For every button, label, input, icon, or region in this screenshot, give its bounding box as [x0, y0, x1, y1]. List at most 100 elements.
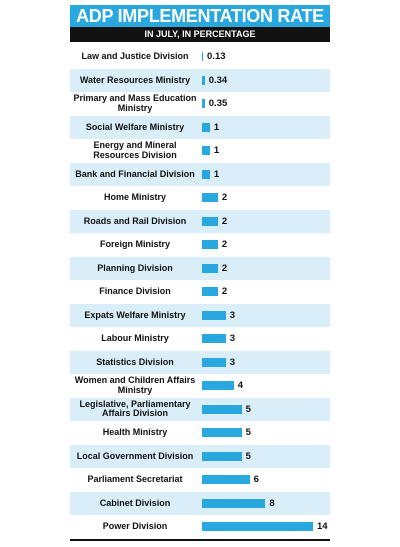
bar [202, 52, 204, 62]
value-label: 3 [229, 356, 236, 368]
bar-cell: 2 [200, 216, 330, 227]
bar-cell: 3 [200, 310, 330, 321]
value-label: 3 [229, 333, 236, 345]
bar-cell: 2 [200, 239, 330, 250]
value-label: 14 [317, 521, 328, 533]
bar [202, 169, 210, 179]
value-label: 5 [245, 403, 251, 415]
bar [202, 404, 242, 414]
bar [202, 334, 226, 344]
bar-cell: 2 [200, 286, 330, 297]
category-label: Primary and Mass Education Ministry [73, 93, 197, 113]
chart-subtitle: IN JULY, IN PERCENTAGE [70, 27, 330, 42]
row: Local Government Division 5 [70, 444, 330, 468]
row: Finance Division 2 [70, 280, 330, 304]
row: Expats Welfare Ministry 3 [70, 303, 330, 327]
category-label: Foreign Ministry [99, 239, 170, 249]
row: Legislative, Parliamentary Affairs Divis… [70, 397, 330, 421]
row: Cabinet Division 8 [70, 491, 330, 515]
value-label: 8 [269, 497, 275, 509]
bar-cell: 8 [200, 498, 330, 509]
bar-cell: 2 [200, 263, 330, 274]
row: Law and Justice Division 0.13 [70, 45, 330, 69]
bar [202, 451, 242, 461]
bar-cell: 0.13 [200, 51, 330, 62]
row: Energy and Mineral Resources Division 1 [70, 139, 330, 163]
category-label: Roads and Rail Division [83, 215, 187, 226]
bar [202, 287, 218, 297]
bar-cell: 0.35 [200, 98, 330, 109]
category-label: Women and Children Affairs Ministry [74, 375, 196, 395]
bar-cell: 5 [200, 404, 330, 415]
category-label: Bank and Financial Division [75, 168, 195, 179]
category-label: Social Welfare Ministry [85, 121, 185, 132]
bar [202, 240, 218, 250]
bar [202, 146, 210, 156]
value-label: 4 [237, 380, 243, 392]
category-label: Local Government Division [76, 450, 194, 461]
row: Primary and Mass Education Ministry 0.35 [70, 92, 330, 116]
bar [202, 428, 242, 438]
category-label: Power Division [102, 521, 168, 531]
row: Health Ministry 5 [70, 421, 330, 445]
category-label: Statistics Division [96, 356, 174, 367]
value-label: 2 [221, 262, 228, 274]
row: Foreign Ministry 2 [70, 233, 330, 257]
category-label: Parliament Secretariat [87, 474, 183, 484]
bar [202, 475, 250, 485]
value-label: 0.34 [208, 74, 228, 86]
row: Labour Ministry 3 [70, 327, 330, 351]
row: Home Ministry 2 [70, 186, 330, 210]
chart: ADP IMPLEMENTATION RATE IN JULY, IN PERC… [70, 5, 330, 541]
bar-cell: 3 [200, 357, 330, 368]
bar [202, 193, 218, 203]
value-label: 1 [213, 121, 220, 133]
bar-cell: 1 [200, 169, 330, 180]
category-label: Expats Welfare Ministry [84, 309, 186, 320]
category-label: Labour Ministry [101, 333, 169, 343]
row: Power Division 14 [70, 515, 330, 539]
bar [202, 263, 218, 273]
category-label: Legislative, Parliamentary Affairs Divis… [79, 398, 191, 419]
row: Bank and Financial Division 1 [70, 162, 330, 186]
value-label: 6 [253, 474, 259, 486]
bar [202, 216, 218, 226]
chart-title: ADP IMPLEMENTATION RATE [70, 5, 330, 27]
value-label: 5 [245, 427, 251, 439]
row: Social Welfare Ministry 1 [70, 115, 330, 139]
row: Parliament Secretariat 6 [70, 468, 330, 492]
bar-cell: 5 [200, 427, 330, 438]
plot-area: Law and Justice Division 0.13 Water Resour… [70, 45, 330, 541]
row: Water Resources Ministry 0.34 [70, 68, 330, 92]
bar-cell: 6 [200, 474, 330, 485]
bar [202, 122, 210, 132]
bar-cell: 3 [200, 333, 330, 344]
bar [202, 498, 266, 508]
bar-cell: 4 [200, 380, 330, 391]
bar-cell: 1 [200, 122, 330, 133]
bar-cell: 1 [200, 145, 330, 156]
row: Roads and Rail Division 2 [70, 209, 330, 233]
category-label: Water Resources Ministry [79, 74, 191, 85]
row: Planning Division 2 [70, 256, 330, 280]
bar [202, 310, 226, 320]
value-label: 5 [245, 450, 251, 462]
category-label: Cabinet Division [99, 497, 171, 508]
value-label: 0.35 [208, 98, 228, 110]
category-label: Planning Division [97, 262, 173, 273]
bar [202, 75, 205, 85]
category-label: Health Ministry [102, 427, 168, 437]
category-label: Finance Division [99, 286, 171, 296]
category-label: Law and Justice Division [81, 51, 189, 61]
bar [202, 357, 226, 367]
row: Statistics Division 3 [70, 350, 330, 374]
bar-cell: 0.34 [200, 75, 330, 86]
bar-cell: 14 [200, 521, 330, 532]
value-label: 2 [221, 239, 228, 251]
bar-cell: 5 [200, 451, 330, 462]
value-label: 3 [229, 309, 236, 321]
bar [202, 381, 234, 391]
value-label: 2 [221, 286, 228, 298]
value-label: 1 [213, 168, 220, 180]
bar-cell: 2 [200, 192, 330, 203]
